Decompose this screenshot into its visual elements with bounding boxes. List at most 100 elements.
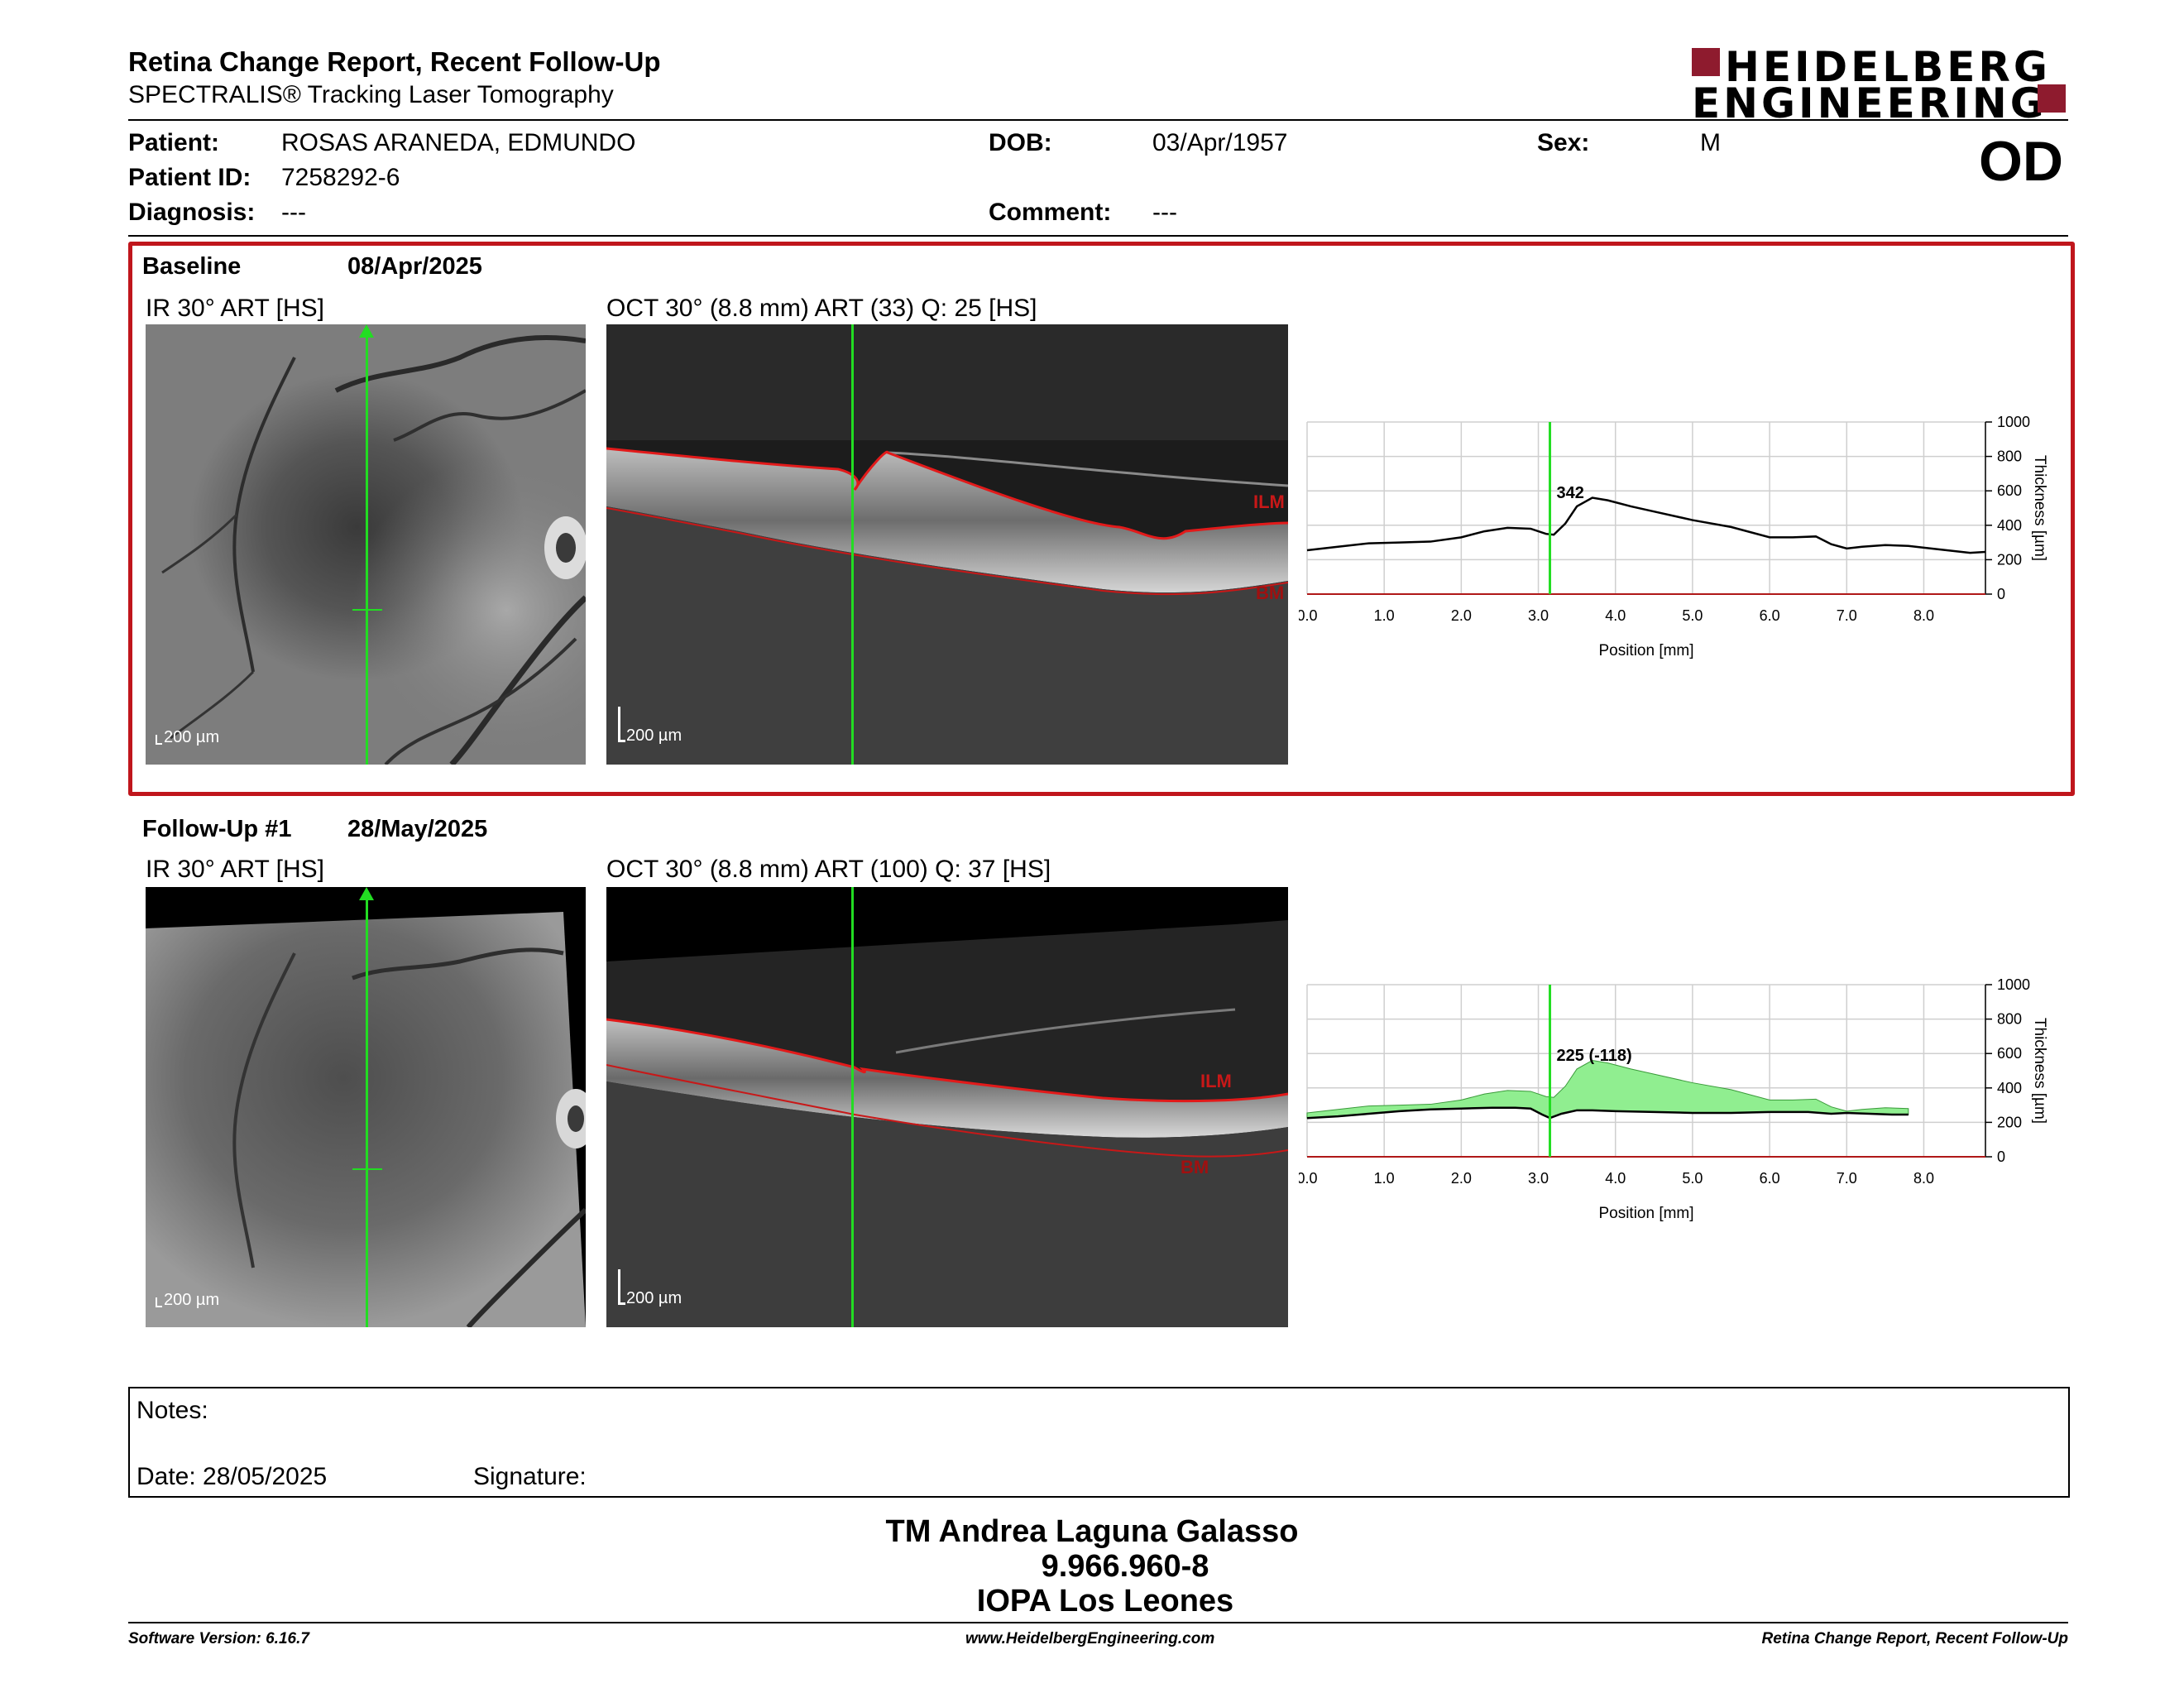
x-tick-label: 4.0 (1605, 607, 1626, 624)
x-tick-label: 7.0 (1837, 607, 1857, 624)
baseline-oct-ilm-label: ILM (1253, 492, 1285, 513)
comment-value: --- (1152, 199, 1177, 227)
header-divider (128, 119, 2068, 121)
patient-label: Patient: (128, 129, 219, 157)
y-tick-label: 800 (1997, 1011, 2022, 1028)
x-tick-label: 1.0 (1374, 607, 1395, 624)
logo-square-bottom (2038, 84, 2066, 113)
x-tick-label: 5.0 (1682, 1170, 1703, 1187)
diagnosis-label: Diagnosis: (128, 199, 255, 227)
followup-ir-scale: 200 µm (164, 1291, 219, 1310)
x-tick-label: 2.0 (1451, 1170, 1472, 1187)
x-tick-label: 6.0 (1760, 1170, 1780, 1187)
notes-date: Date: 28/05/2025 (136, 1463, 327, 1491)
followup-oct-scale: 200 µm (626, 1289, 682, 1308)
logo-square-top (1692, 48, 1720, 76)
baseline-ir-title: IR 30° ART [HS] (146, 295, 324, 323)
followup-oct-scalebar-icon (618, 1269, 625, 1305)
y-axis-label: Thickness [µm] (2031, 1018, 2048, 1124)
y-tick-label: 200 (1997, 1114, 2022, 1130)
y-tick-label: 200 (1997, 551, 2022, 568)
x-axis-label: Position [mm] (1598, 1205, 1693, 1222)
baseline-ir-scan-line (366, 331, 368, 765)
y-tick-label: 600 (1997, 482, 2022, 499)
followup-date: 28/May/2025 (347, 816, 487, 843)
x-tick-label: 3.0 (1528, 607, 1549, 624)
signer-name: TM Andrea Laguna Galasso (0, 1514, 2184, 1550)
patient-id: 7258292-6 (281, 164, 400, 192)
marker-value-label: 342 (1557, 484, 1584, 502)
followup-ir-center-tick (352, 1168, 382, 1170)
x-tick-label: 2.0 (1451, 607, 1472, 624)
x-tick-label: 4.0 (1605, 1170, 1626, 1187)
footer-website[interactable]: www.HeidelbergEngineering.com (965, 1630, 1214, 1648)
notes-label: Notes: (136, 1397, 208, 1425)
followup-oct-image: ILM BM 200 µm (606, 887, 1288, 1327)
change-area (1307, 1061, 1909, 1119)
sex-value: M (1700, 129, 1721, 157)
followup-oct-scan-line (851, 887, 854, 1327)
report-title: Retina Change Report, Recent Follow-Up (128, 46, 661, 78)
comment-label: Comment: (989, 199, 1111, 227)
baseline-ir-scalebar-icon (156, 735, 162, 745)
followup-ir-title: IR 30° ART [HS] (146, 856, 324, 884)
dob-label: DOB: (989, 129, 1052, 157)
y-tick-label: 400 (1997, 1080, 2022, 1096)
patient-name: ROSAS ARANEDA, EDMUNDO (281, 129, 635, 157)
y-tick-label: 400 (1997, 517, 2022, 534)
logo-line2: ENGINEERING (1692, 83, 2048, 124)
baseline-oct-scalebar-icon (618, 707, 625, 742)
followup-label: Follow-Up #1 (142, 816, 291, 843)
baseline-ir-image: 200 µm (146, 324, 586, 765)
y-tick-label: 1000 (1997, 414, 2030, 430)
followup-ir-scan-line (366, 894, 368, 1327)
followup-ir-arrow-icon (359, 887, 374, 900)
eye-indicator: OD (1979, 129, 2063, 194)
baseline-thickness-chart: 0.0 1.0 2.0 3.0 4.0 5.0 6.0 7.0 8.0 0 200 400 600 800… (1299, 410, 2060, 675)
marker-value-label: 225 (-118) (1557, 1047, 1632, 1065)
baseline-oct-image: ILM BM 200 µm (606, 324, 1288, 765)
baseline-ir-arrow-icon (359, 324, 374, 338)
x-tick-label: 8.0 (1913, 607, 1934, 624)
patient-divider (128, 235, 2068, 237)
footer-software: Software Version: 6.16.7 (128, 1630, 309, 1648)
sex-label: Sex: (1537, 129, 1589, 157)
y-tick-label: 0 (1997, 1149, 2005, 1165)
dob-value: 03/Apr/1957 (1152, 129, 1287, 157)
notes-box[interactable]: Notes: Date: 28/05/2025 Signature: (128, 1387, 2070, 1498)
x-tick-label: 0.0 (1299, 1170, 1318, 1187)
baseline-oct-scan-line (851, 324, 854, 765)
baseline-oct-title: OCT 30° (8.8 mm) ART (33) Q: 25 [HS] (606, 295, 1037, 323)
x-tick-label: 7.0 (1837, 1170, 1857, 1187)
followup-ir-scalebar-icon (156, 1297, 162, 1307)
x-tick-label: 0.0 (1299, 607, 1318, 624)
x-tick-label: 3.0 (1528, 1170, 1549, 1187)
x-tick-label: 8.0 (1913, 1170, 1934, 1187)
footer-report-name: Retina Change Report, Recent Follow-Up (1761, 1630, 2068, 1648)
y-tick-label: 1000 (1997, 976, 2030, 993)
baseline-label: Baseline (142, 253, 241, 281)
baseline-ir-center-tick (352, 609, 382, 611)
signer-org: IOPA Los Leones (13, 1584, 2184, 1619)
x-tick-label: 1.0 (1374, 1170, 1395, 1187)
followup-oct-ilm-label: ILM (1200, 1071, 1232, 1092)
signer-rut: 9.966.960-8 (33, 1549, 2184, 1585)
baseline-oct-scale: 200 µm (626, 727, 682, 746)
baseline-oct-bscan (606, 324, 1288, 765)
baseline-date: 08/Apr/2025 (347, 253, 482, 281)
y-axis-label: Thickness [µm] (2031, 455, 2048, 561)
followup-oct-bm-label: BM (1181, 1157, 1209, 1178)
baseline-oct-bm-label: BM (1256, 583, 1284, 604)
diagnosis-value: --- (281, 199, 306, 227)
patient-id-label: Patient ID: (128, 164, 251, 192)
report-subtitle: SPECTRALIS® Tracking Laser Tomography (128, 81, 614, 109)
footer-divider (128, 1622, 2068, 1623)
followup-oct-title: OCT 30° (8.8 mm) ART (100) Q: 37 [HS] (606, 856, 1051, 884)
heidelberg-logo: HEIDELBERG ENGINEERING (1692, 46, 2068, 117)
x-tick-label: 5.0 (1682, 607, 1703, 624)
notes-signature-label: Signature: (473, 1463, 587, 1491)
y-tick-label: 800 (1997, 448, 2022, 465)
baseline-ir-scale: 200 µm (164, 728, 219, 747)
y-tick-label: 600 (1997, 1045, 2022, 1062)
followup-oct-bscan (606, 887, 1288, 1327)
